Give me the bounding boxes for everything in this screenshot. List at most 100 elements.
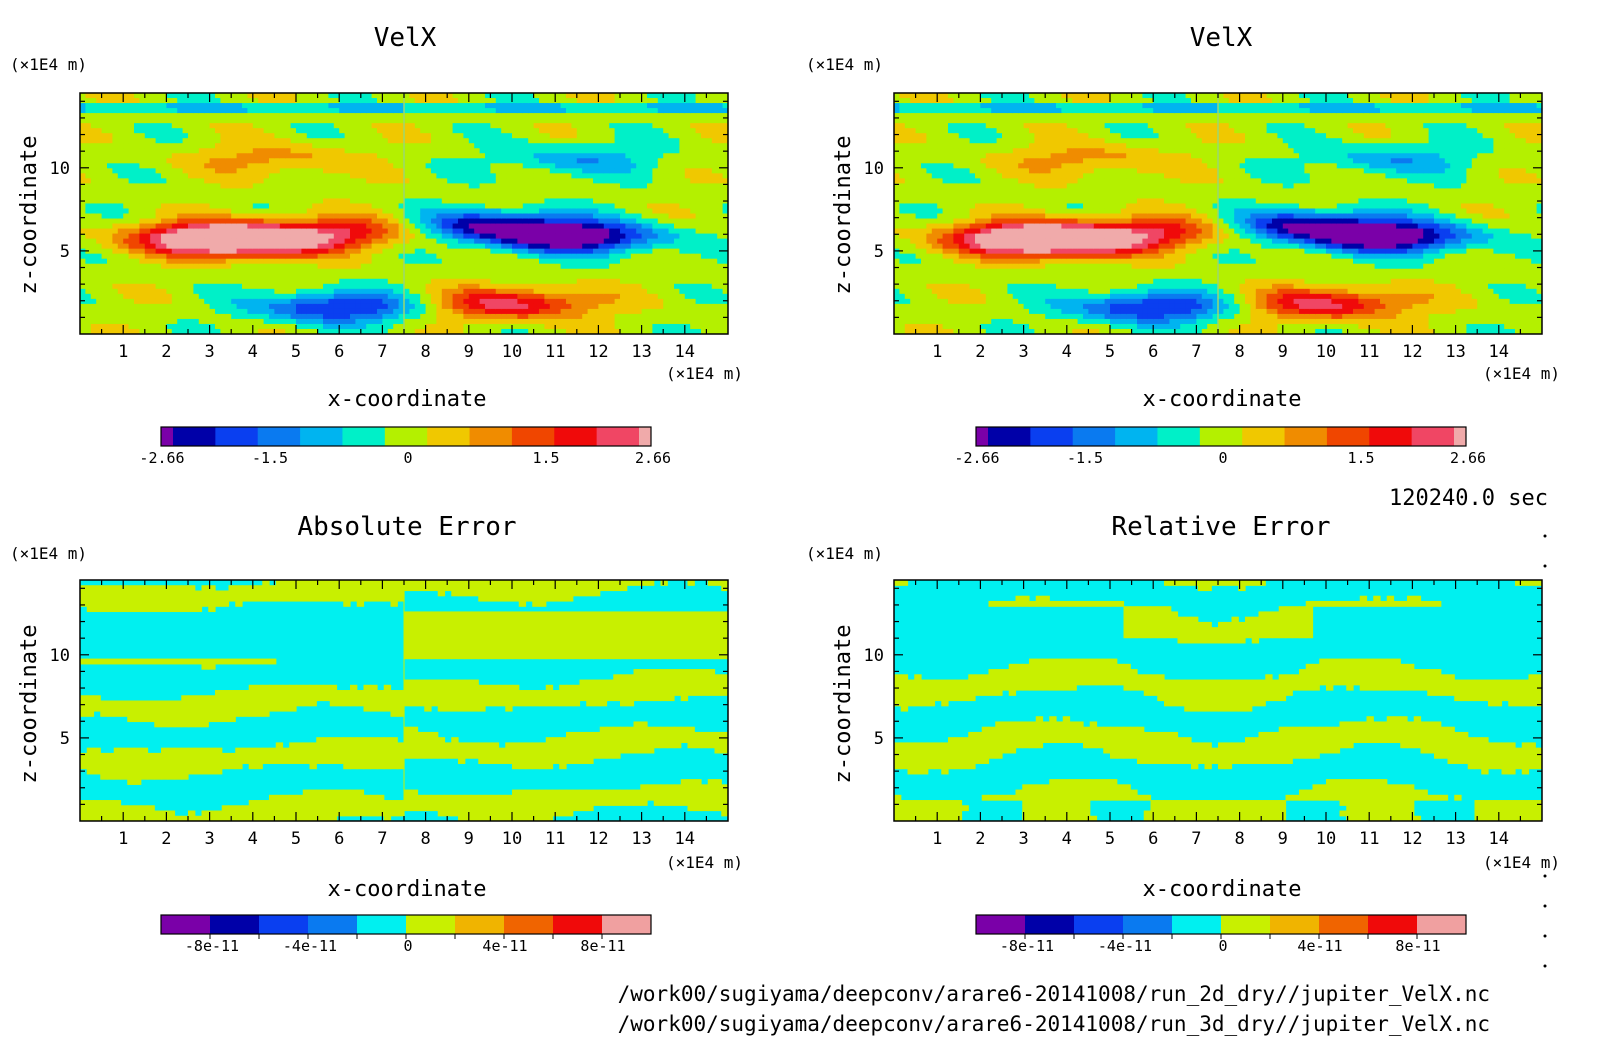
contour-cell (296, 123, 302, 129)
contour-cell (431, 268, 437, 275)
contour-cell (566, 273, 572, 280)
contour-cell (161, 203, 167, 210)
contour-cell (377, 308, 383, 315)
contour-cell (517, 233, 524, 240)
contour-cell (490, 243, 497, 250)
contour-cell (90, 243, 97, 250)
contour-cell (609, 318, 616, 325)
contour-cell (387, 263, 394, 270)
contour-cell (296, 173, 302, 179)
contour-cell (355, 198, 362, 205)
contour-cell (188, 188, 194, 195)
contour-cell (112, 163, 119, 169)
contour-cell (533, 288, 540, 295)
contour-cell (593, 113, 599, 119)
contour-cell (258, 98, 265, 104)
contour-cell (285, 183, 292, 189)
contour-cell (436, 233, 443, 240)
contour-cell (598, 118, 605, 124)
contour-cell (468, 153, 475, 159)
contour-cell (323, 273, 329, 280)
contour-cell (306, 313, 313, 320)
contour-cell (452, 253, 459, 260)
contour-cell (123, 303, 130, 310)
contour-cell (323, 153, 329, 159)
contour-cell (242, 293, 248, 300)
contour-cell (463, 113, 470, 119)
contour-cell (350, 113, 356, 119)
contour-cell (560, 278, 567, 285)
contour-cell (387, 208, 394, 215)
contour-cell (425, 128, 432, 134)
contour-cell (323, 283, 329, 290)
contour-cell (279, 268, 286, 275)
contour-cell (328, 218, 335, 225)
contour-cell (609, 213, 616, 220)
contour-cell (112, 153, 119, 159)
contour-cell (198, 213, 205, 220)
contour-cell (101, 183, 108, 189)
contour-cell (414, 313, 421, 320)
contour-cell (468, 308, 475, 315)
contour-cell (306, 258, 313, 265)
contour-cell (609, 148, 616, 154)
contour-cell (387, 183, 394, 189)
contour-cell (533, 143, 540, 149)
contour-cell (425, 213, 432, 220)
contour-cell (414, 303, 421, 310)
contour-cell (501, 303, 508, 310)
contour-cell (630, 313, 637, 320)
contour-cell (279, 158, 286, 164)
contour-cell (409, 163, 416, 169)
contour-cell (485, 133, 491, 139)
contour-cell (393, 173, 400, 179)
contour-cell (571, 233, 578, 240)
contour-cell (242, 188, 248, 195)
contour-cell (630, 248, 637, 255)
contour-cell (263, 233, 270, 240)
contour-cell (182, 198, 189, 205)
contour-cell (269, 273, 275, 280)
contour-cell (252, 198, 259, 205)
contour-cell (209, 293, 216, 300)
contour-cell (571, 273, 578, 280)
contour-cell (549, 118, 556, 124)
contour-cell (220, 318, 227, 325)
contour-cell (630, 193, 637, 200)
contour-cell (495, 158, 502, 164)
contour-cell (139, 293, 146, 300)
contour-cell (387, 248, 394, 255)
contour-cell (236, 153, 243, 159)
contour-cell (630, 143, 637, 149)
contour-cell (144, 173, 151, 179)
contour-cell (625, 138, 632, 144)
contour-cell (177, 223, 184, 230)
contour-cell (209, 233, 216, 240)
contour-cell (576, 128, 583, 134)
contour-cell (112, 193, 119, 200)
contour-cell (263, 133, 270, 139)
contour-cell (339, 233, 346, 240)
contour-cell (344, 183, 351, 189)
contour-cell (198, 313, 205, 320)
contour-cell (134, 108, 140, 114)
contour-cell (263, 243, 270, 250)
contour-cell (425, 248, 432, 255)
contour-cell (387, 128, 394, 134)
contour-cell (625, 218, 632, 225)
contour-cell (360, 183, 367, 189)
contour-cell (139, 178, 146, 184)
contour-cell (571, 293, 578, 300)
contour-cell (339, 228, 346, 235)
contour-cell (441, 278, 448, 285)
contour-cell (485, 108, 491, 114)
contour-cell (171, 258, 178, 265)
contour-cell (306, 213, 313, 220)
contour-cell (85, 233, 92, 240)
contour-cell (517, 323, 524, 330)
contour-cell (263, 138, 270, 144)
contour-cell (393, 168, 400, 174)
contour-cell (123, 133, 130, 139)
contour-cell (328, 278, 335, 285)
contour-cell (204, 313, 211, 320)
